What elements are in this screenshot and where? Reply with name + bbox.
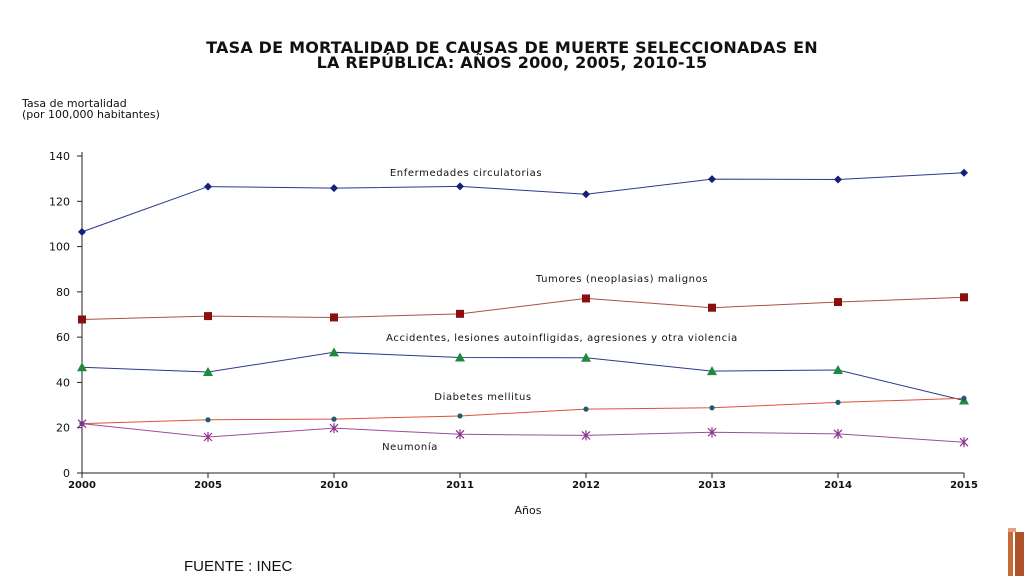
chart-title-line-1: TASA DE MORTALIDAD DE CAUSAS DE MUERTE S… — [206, 38, 818, 57]
y-tick-label-40: 40 — [56, 376, 70, 389]
chart-title: TASA DE MORTALIDAD DE CAUSAS DE MUERTE S… — [0, 38, 1024, 72]
x-tick-label-2005: 2005 — [194, 480, 222, 491]
point-accidentes-lesiones-autoinflig-2011 — [455, 352, 465, 362]
y-axis-label-line-1: Tasa de mortalidad — [22, 97, 127, 110]
point-diabetes-mellitus-2012 — [583, 406, 589, 412]
point-tumores-neoplasias-malignos-2012 — [582, 294, 590, 303]
point-tumores-neoplasias-malignos-2000 — [78, 315, 86, 324]
y-axis-label-line-2: (por 100,000 habitantes) — [22, 108, 160, 121]
point-accidentes-lesiones-autoinflig-2005 — [203, 367, 213, 377]
point-neumonia-2005 — [203, 431, 213, 442]
point-enfermedades-circulatorias-2012 — [582, 190, 590, 199]
point-enfermedades-circulatorias-2000 — [78, 227, 86, 236]
point-enfermedades-circulatorias-2014 — [834, 175, 842, 184]
point-accidentes-lesiones-autoinflig-2014 — [833, 364, 843, 374]
y-tick-label-100: 100 — [49, 241, 70, 254]
chart-title-line-2: LA REPÚBLICA: AÑOS 2000, 2005, 2010-15 — [316, 53, 708, 72]
point-diabetes-mellitus-2015 — [961, 395, 967, 401]
point-diabetes-mellitus-2011 — [457, 413, 463, 419]
point-tumores-neoplasias-malignos-2005 — [204, 312, 212, 321]
point-neumonia-2012 — [581, 430, 591, 441]
point-neumonia-2014 — [833, 428, 843, 439]
series-label-accidentes-lesiones-autoinflig: Accidentes, lesiones autoinfligidas, agr… — [386, 333, 738, 344]
point-neumonia-2000 — [77, 418, 87, 429]
y-tick-label-60: 60 — [56, 331, 70, 344]
point-tumores-neoplasias-malignos-2013 — [708, 303, 716, 312]
point-accidentes-lesiones-autoinflig-2000 — [77, 362, 87, 372]
point-neumonia-2011 — [455, 429, 465, 440]
point-enfermedades-circulatorias-2010 — [330, 184, 338, 193]
point-enfermedades-circulatorias-2013 — [708, 175, 716, 184]
point-accidentes-lesiones-autoinflig-2012 — [581, 352, 591, 362]
x-tick-label-2010: 2010 — [320, 480, 348, 491]
point-neumonia-2010 — [329, 423, 339, 434]
y-tick-label-120: 120 — [49, 195, 70, 208]
point-accidentes-lesiones-autoinflig-2010 — [329, 347, 339, 357]
point-tumores-neoplasias-malignos-2010 — [330, 313, 338, 322]
point-tumores-neoplasias-malignos-2011 — [456, 309, 464, 318]
point-tumores-neoplasias-malignos-2014 — [834, 298, 842, 307]
x-tick-label-2000: 2000 — [68, 480, 96, 491]
point-diabetes-mellitus-2010 — [331, 416, 337, 422]
series-label-diabetes-mellitus: Diabetes mellitus — [434, 392, 531, 403]
series-label-tumores-neoplasias-malignos: Tumores (neoplasias) malignos — [535, 274, 708, 285]
x-tick-label-2012: 2012 — [572, 480, 600, 491]
series-line-accidentes-lesiones-autoinflig — [81, 351, 965, 402]
point-diabetes-mellitus-2005 — [205, 417, 211, 423]
y-axis-label: Tasa de mortalidad (por 100,000 habitant… — [22, 98, 160, 120]
corner-decoration — [1008, 528, 1024, 576]
point-enfermedades-circulatorias-2011 — [456, 182, 464, 191]
point-neumonia-2013 — [707, 427, 717, 438]
series-line-tumores-neoplasias-malignos — [81, 296, 965, 320]
source-note: FUENTE : INEC — [184, 558, 293, 575]
series-label-enfermedades-circulatorias: Enfermedades circulatorias — [390, 168, 542, 179]
x-axis-label: Años — [515, 504, 542, 517]
point-enfermedades-circulatorias-2015 — [960, 168, 968, 177]
x-tick-label-2014: 2014 — [824, 480, 852, 491]
series-line-neumonia — [81, 423, 965, 443]
x-tick-label-2015: 2015 — [950, 480, 978, 491]
y-tick-label-140: 140 — [49, 150, 70, 163]
point-neumonia-2015 — [959, 437, 969, 448]
x-tick-label-2013: 2013 — [698, 480, 726, 491]
x-tick-label-2011: 2011 — [446, 480, 474, 491]
series-line-diabetes-mellitus — [81, 397, 965, 425]
y-tick-label-20: 20 — [56, 422, 70, 435]
point-enfermedades-circulatorias-2005 — [204, 182, 212, 191]
point-tumores-neoplasias-malignos-2015 — [960, 293, 968, 302]
point-diabetes-mellitus-2014 — [835, 399, 841, 405]
point-diabetes-mellitus-2013 — [709, 405, 715, 411]
series-line-enfermedades-circulatorias — [81, 172, 965, 233]
series-label-neumonia: Neumonía — [382, 441, 438, 453]
y-tick-label-0: 0 — [63, 467, 70, 480]
point-accidentes-lesiones-autoinflig-2013 — [707, 366, 717, 376]
y-tick-label-80: 80 — [56, 286, 70, 299]
